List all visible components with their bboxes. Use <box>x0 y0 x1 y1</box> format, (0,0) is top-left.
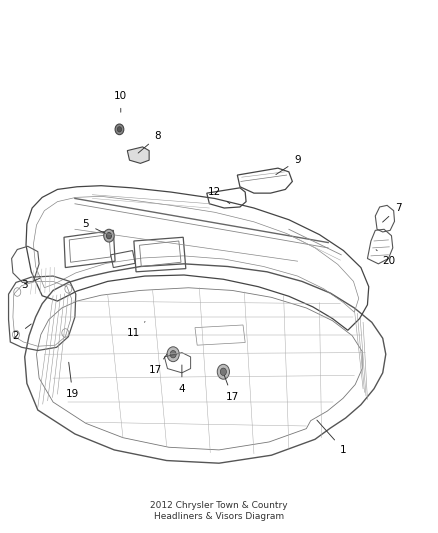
Text: 19: 19 <box>66 362 79 399</box>
Circle shape <box>220 368 226 375</box>
Text: 12: 12 <box>208 187 230 204</box>
Text: 17: 17 <box>149 354 167 375</box>
Circle shape <box>117 127 122 132</box>
Text: 11: 11 <box>127 321 145 338</box>
Text: 5: 5 <box>82 219 105 233</box>
Text: 17: 17 <box>224 375 239 402</box>
Polygon shape <box>127 147 149 164</box>
Text: 20: 20 <box>376 250 396 266</box>
Circle shape <box>104 229 114 242</box>
Text: 1: 1 <box>317 420 347 455</box>
Text: 7: 7 <box>383 203 401 222</box>
Text: 2: 2 <box>13 324 31 341</box>
Circle shape <box>167 347 179 362</box>
Circle shape <box>115 124 124 135</box>
Circle shape <box>217 365 230 379</box>
Text: 10: 10 <box>114 91 127 112</box>
Circle shape <box>106 232 112 239</box>
Text: 9: 9 <box>276 155 301 175</box>
Text: 2012 Chrysler Town & Country
Headliners & Visors Diagram: 2012 Chrysler Town & Country Headliners … <box>150 502 288 521</box>
Circle shape <box>170 351 176 358</box>
Text: 3: 3 <box>21 278 40 290</box>
Text: 8: 8 <box>138 131 161 153</box>
Text: 4: 4 <box>179 365 185 394</box>
